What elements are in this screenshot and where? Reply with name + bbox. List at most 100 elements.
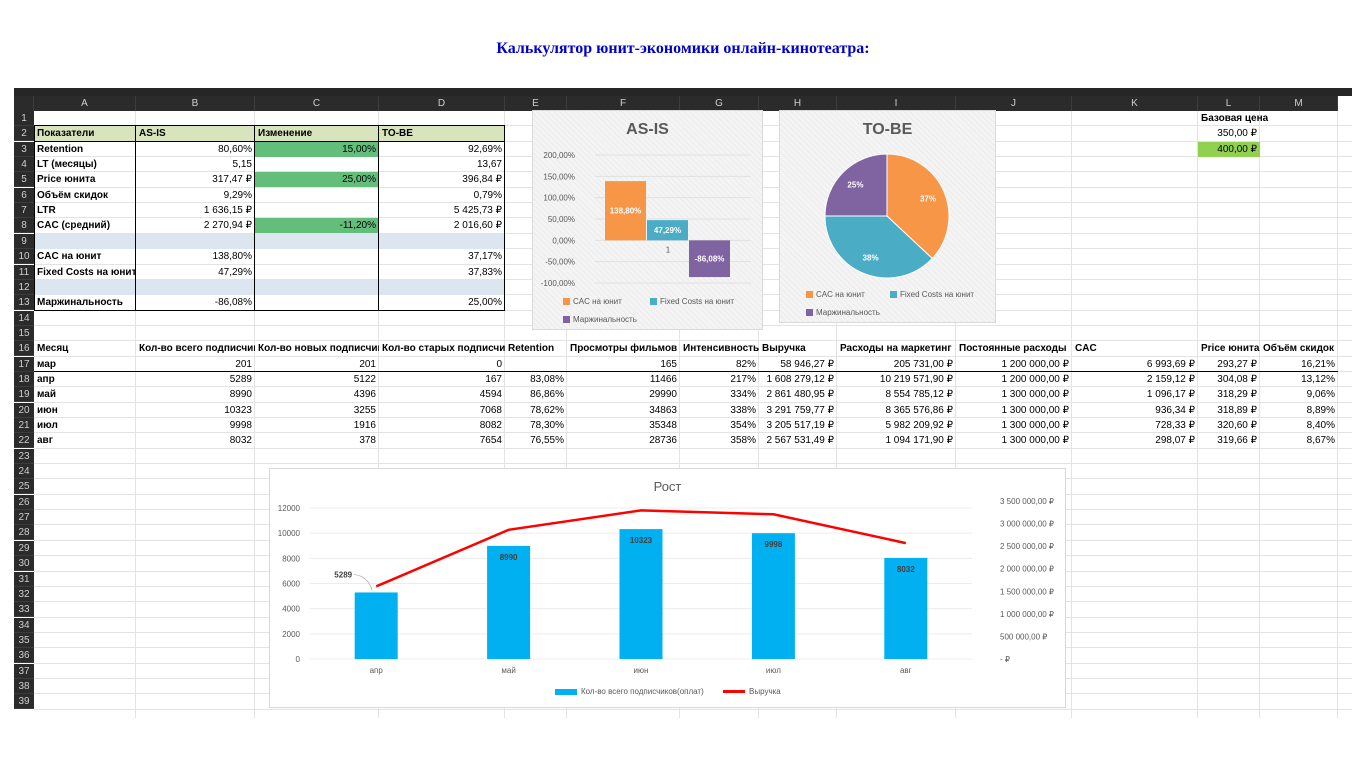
summary-as-is-value[interactable]: -86,08%: [214, 297, 252, 309]
row-header-6[interactable]: 6: [14, 187, 34, 203]
column-header-a[interactable]: A: [34, 96, 136, 111]
column-header-g[interactable]: G: [680, 96, 759, 111]
monthly-value-cell[interactable]: 0: [496, 358, 502, 370]
monthly-value-cell[interactable]: 5122: [353, 373, 376, 385]
column-header-m[interactable]: M: [1260, 96, 1338, 111]
row-header-10[interactable]: 10: [14, 249, 34, 265]
summary-as-is-value[interactable]: 1 636,15 ₽: [203, 205, 252, 217]
summary-to-be-value[interactable]: 25,00%: [468, 297, 502, 309]
row-header-36[interactable]: 36: [14, 648, 34, 664]
monthly-value-cell[interactable]: 5289: [229, 373, 252, 385]
summary-label[interactable]: Маржинальность: [37, 297, 123, 309]
summary-label[interactable]: LTR: [37, 205, 56, 217]
monthly-value-cell[interactable]: 1 200 000,00 ₽: [1001, 358, 1069, 370]
spreadsheet[interactable]: A B C D E F G H I J K L M 1 2 3 4 5 6 7 8 9 10 11 12 13 14 15 16 17 18…: [14, 88, 1352, 718]
monthly-value-cell[interactable]: 8 554 785,12 ₽: [885, 389, 953, 401]
monthly-value-cell[interactable]: 1 094 171,90 ₽: [885, 435, 953, 447]
monthly-value-cell[interactable]: 8082: [479, 420, 502, 431]
monthly-value-cell[interactable]: [505, 357, 567, 372]
summary-to-be-value[interactable]: 37,17%: [468, 251, 502, 263]
row-header-2[interactable]: 2: [14, 126, 34, 142]
monthly-value-cell[interactable]: 2 861 480,95 ₽: [766, 389, 834, 401]
monthly-value-cell[interactable]: 1 300 000,00 ₽: [1001, 389, 1069, 401]
summary-to-be-value[interactable]: 13,67: [476, 159, 502, 171]
column-header-j[interactable]: J: [956, 96, 1072, 111]
summary-to-be-value[interactable]: 2 016,60 ₽: [453, 220, 502, 232]
monthly-value-cell[interactable]: 78,62%: [530, 404, 564, 416]
row-header-4[interactable]: 4: [14, 157, 34, 173]
monthly-value-cell[interactable]: 34863: [649, 404, 677, 416]
summary-header-cell[interactable]: TO-BE: [379, 126, 505, 142]
monthly-value-cell[interactable]: 9998: [229, 420, 252, 431]
monthly-value-cell[interactable]: 1 200 000,00 ₽: [1001, 373, 1069, 385]
monthly-value-cell[interactable]: 2 159,12 ₽: [1146, 373, 1195, 385]
row-header-37[interactable]: 37: [14, 663, 34, 679]
base-price-value[interactable]: 350,00 ₽: [1217, 128, 1257, 140]
monthly-value-cell[interactable]: 7068: [479, 404, 502, 416]
monthly-value-cell[interactable]: 76,55%: [530, 435, 564, 447]
row-header-7[interactable]: 7: [14, 203, 34, 219]
monthly-value-cell[interactable]: 4396: [353, 389, 376, 401]
monthly-value-cell[interactable]: 5 982 209,92 ₽: [885, 420, 953, 431]
monthly-header-cell[interactable]: Выручка: [762, 343, 806, 355]
column-header-c[interactable]: C: [255, 96, 379, 111]
monthly-value-cell[interactable]: 1916: [353, 420, 376, 431]
summary-change-value[interactable]: [255, 295, 379, 310]
monthly-value-cell[interactable]: 78,30%: [530, 420, 564, 431]
summary-as-is-value[interactable]: [136, 279, 255, 295]
summary-change-value[interactable]: [255, 203, 379, 218]
monthly-value-cell[interactable]: 4594: [479, 389, 502, 401]
monthly-value-cell[interactable]: 8,89%: [1306, 404, 1335, 416]
summary-as-is-value[interactable]: 47,29%: [218, 266, 252, 278]
summary-to-be-value[interactable]: 5 425,73 ₽: [453, 205, 502, 217]
monthly-value-cell[interactable]: 13,12%: [1301, 373, 1335, 385]
row-header-29[interactable]: 29: [14, 540, 34, 556]
monthly-header-cell[interactable]: Интенсивность: [683, 343, 759, 355]
growth-chart[interactable]: Рост 12000 10000 8000 6000 4000 2000 0 3 500 000…: [269, 468, 1066, 708]
row-header-15[interactable]: 15: [14, 325, 34, 341]
row-header-24[interactable]: 24: [14, 464, 34, 480]
row-header-1[interactable]: 1: [14, 111, 34, 126]
row-header-33[interactable]: 33: [14, 602, 34, 618]
summary-header-cell[interactable]: Изменение: [255, 126, 379, 142]
select-all-corner[interactable]: [14, 96, 34, 111]
base-price-new-value[interactable]: 400,00 ₽: [1198, 141, 1260, 157]
summary-as-is-value[interactable]: [136, 233, 255, 249]
row-header-9[interactable]: 9: [14, 233, 34, 249]
monthly-value-cell[interactable]: 83,08%: [530, 373, 564, 385]
summary-change-value[interactable]: [255, 249, 379, 264]
monthly-value-cell[interactable]: 29990: [649, 389, 677, 401]
summary-to-be-value[interactable]: 37,83%: [468, 266, 502, 278]
monthly-value-cell[interactable]: 8990: [229, 389, 252, 401]
summary-label[interactable]: Price юнита: [37, 174, 96, 186]
monthly-value-cell[interactable]: 8032: [229, 435, 252, 447]
summary-label[interactable]: [34, 233, 136, 249]
as-is-chart[interactable]: AS-IS 200,00% 150,00% 100,00% 50,00% 0,00% -50…: [532, 110, 763, 330]
row-header-3[interactable]: 3: [14, 141, 34, 157]
row-header-20[interactable]: 20: [14, 402, 34, 418]
column-header-f[interactable]: F: [567, 96, 680, 111]
monthly-header-cell[interactable]: Объём скидок: [1263, 343, 1335, 355]
summary-label[interactable]: Retention: [37, 143, 84, 155]
month-label[interactable]: апр: [37, 373, 55, 385]
summary-as-is-value[interactable]: 5,15: [232, 159, 252, 171]
summary-label[interactable]: Объём скидок: [37, 189, 109, 201]
monthly-value-cell[interactable]: 3 291 759,77 ₽: [766, 404, 834, 416]
row-header-17[interactable]: 17: [14, 356, 34, 372]
monthly-value-cell[interactable]: 201: [359, 358, 376, 370]
monthly-header-cell[interactable]: Кол-во всего подписчиков: [139, 343, 255, 355]
monthly-value-cell[interactable]: 298,07 ₽: [1155, 435, 1195, 447]
base-price-label[interactable]: Базовая цена: [1201, 113, 1269, 124]
monthly-value-cell[interactable]: 293,27 ₽: [1217, 358, 1257, 370]
monthly-value-cell[interactable]: 10 219 571,90 ₽: [879, 373, 953, 385]
monthly-header-cell[interactable]: Расходы на маркетинг: [840, 343, 952, 355]
summary-as-is-value[interactable]: 2 270,94 ₽: [203, 220, 252, 232]
monthly-value-cell[interactable]: 318,29 ₽: [1217, 389, 1257, 401]
row-header-34[interactable]: 34: [14, 617, 34, 633]
monthly-value-cell[interactable]: 1 300 000,00 ₽: [1001, 420, 1069, 431]
summary-label[interactable]: LT (месяцы): [37, 159, 97, 171]
monthly-value-cell[interactable]: 304,08 ₽: [1217, 373, 1257, 385]
row-header-12[interactable]: 12: [14, 279, 34, 295]
monthly-header-cell[interactable]: Просмотры фильмов: [570, 343, 678, 355]
monthly-header-cell[interactable]: Кол-во старых подписчиков: [382, 343, 505, 355]
